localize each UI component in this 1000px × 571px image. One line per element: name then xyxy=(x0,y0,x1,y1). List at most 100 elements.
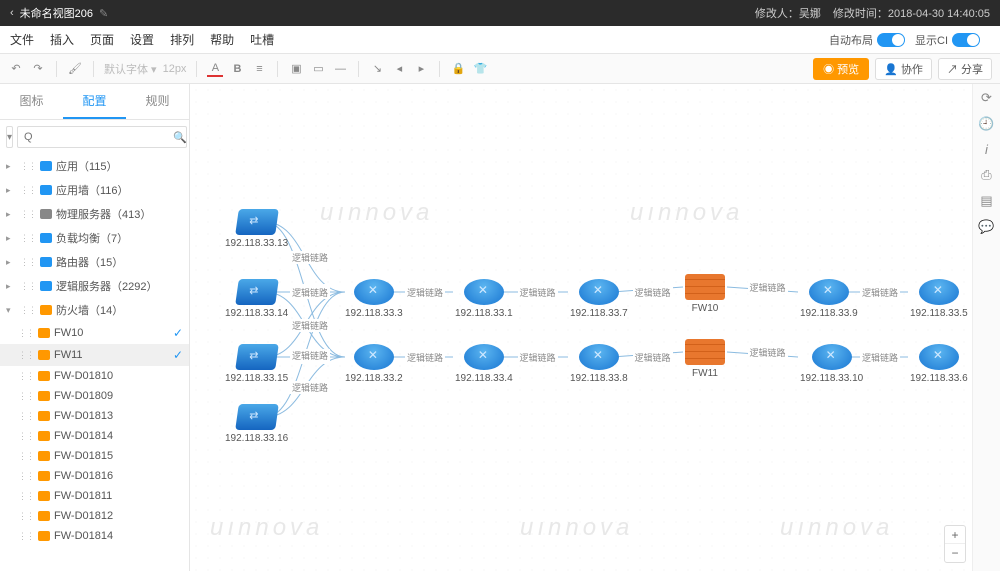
menu-page[interactable]: 页面 xyxy=(90,31,114,48)
filter-dropdown[interactable]: ▾ xyxy=(6,126,13,148)
link-label: 逻辑链路 xyxy=(633,286,673,299)
tree-child-item[interactable]: ⋮⋮FW-D01816 xyxy=(0,466,189,486)
fill-icon[interactable]: ▣ xyxy=(288,61,304,77)
back-icon[interactable]: ‹ xyxy=(10,7,14,19)
router-node[interactable]: 192.118.33.9 xyxy=(800,279,858,319)
menu-file[interactable]: 文件 xyxy=(10,31,34,48)
tab-rules[interactable]: 规则 xyxy=(126,84,189,119)
tree-child-item[interactable]: ⋮⋮FW10✓ xyxy=(0,322,189,344)
font-size[interactable]: 12px xyxy=(163,63,187,75)
node-label: 192.118.33.13 xyxy=(225,238,288,249)
paint-icon[interactable]: 🖌 xyxy=(67,61,83,77)
tree-item[interactable]: ▸⋮⋮应用（115） xyxy=(0,154,189,178)
firewall-node[interactable]: FW10 xyxy=(685,274,725,314)
menu-help[interactable]: 帮助 xyxy=(210,31,234,48)
switch-node[interactable]: 192.118.33.16 xyxy=(225,404,288,444)
router-node[interactable]: 192.118.33.1 xyxy=(455,279,513,319)
blue-device-icon xyxy=(40,257,52,267)
node-label: 192.118.33.3 xyxy=(345,308,403,319)
share-button[interactable]: ↗ 分享 xyxy=(938,58,992,80)
border-icon[interactable]: ▭ xyxy=(310,61,326,77)
tab-config[interactable]: 配置 xyxy=(63,84,126,119)
auto-layout-toggle[interactable] xyxy=(877,33,905,47)
zoom-control: + − xyxy=(944,525,966,563)
align-icon[interactable]: ≡ xyxy=(251,61,267,77)
zoom-out-button[interactable]: − xyxy=(945,544,965,562)
zoom-in-button[interactable]: + xyxy=(945,526,965,544)
search-icon[interactable]: 🔍 xyxy=(173,131,187,144)
text-color-icon[interactable]: A xyxy=(207,61,223,77)
search-input[interactable] xyxy=(17,126,187,148)
link-label: 逻辑链路 xyxy=(405,351,445,364)
link-label: 逻辑链路 xyxy=(290,286,330,299)
blue-device-icon xyxy=(40,233,52,243)
orange-device-icon xyxy=(40,305,52,315)
firewall-icon xyxy=(38,371,50,381)
edit-icon[interactable]: ✎ xyxy=(99,7,108,20)
router-node[interactable]: 192.118.33.5 xyxy=(910,279,968,319)
tree-child-item[interactable]: ⋮⋮FW-D01815 xyxy=(0,446,189,466)
lock-icon[interactable]: 🔒 xyxy=(450,61,466,77)
link-label: 逻辑链路 xyxy=(290,251,330,264)
tree-child-item[interactable]: ⋮⋮FW-D01812 xyxy=(0,506,189,526)
canvas[interactable]: uınnovauınnovauınnovauınnovauınnova192.1… xyxy=(190,84,972,571)
link-label: 逻辑链路 xyxy=(860,286,900,299)
router-node[interactable]: 192.118.33.6 xyxy=(910,344,968,384)
tree-item[interactable]: ▸⋮⋮应用墙（116） xyxy=(0,178,189,202)
tree-item[interactable]: ▸⋮⋮负载均衡（7） xyxy=(0,226,189,250)
switch-node[interactable]: 192.118.33.14 xyxy=(225,279,288,319)
link-label: 逻辑链路 xyxy=(290,381,330,394)
tree-item[interactable]: ▸⋮⋮物理服务器（413） xyxy=(0,202,189,226)
firewall-icon xyxy=(38,491,50,501)
bold-icon[interactable]: B xyxy=(229,61,245,77)
preview-button[interactable]: ◉ 预览 xyxy=(813,58,869,80)
router-node[interactable]: 192.118.33.3 xyxy=(345,279,403,319)
router-node[interactable]: 192.118.33.10 xyxy=(800,344,863,384)
router-node[interactable]: 192.118.33.2 xyxy=(345,344,403,384)
tree-child-item[interactable]: ⋮⋮FW-D01809 xyxy=(0,386,189,406)
tree-item[interactable]: ▸⋮⋮路由器（15） xyxy=(0,250,189,274)
tab-icons[interactable]: 图标 xyxy=(0,84,63,119)
show-ci-toggle[interactable] xyxy=(952,33,980,47)
info-icon[interactable]: i xyxy=(985,142,988,157)
arrow-end-icon[interactable]: ▸ xyxy=(413,61,429,77)
menu-insert[interactable]: 插入 xyxy=(50,31,74,48)
collab-button[interactable]: 👤 协作 xyxy=(875,58,932,80)
layers-icon[interactable]: ▤ xyxy=(980,193,992,209)
menu-settings[interactable]: 设置 xyxy=(130,31,154,48)
tree-child-item[interactable]: ⋮⋮FW-D01814 xyxy=(0,426,189,446)
refresh-icon[interactable]: ⟳ xyxy=(981,90,992,106)
tree-item[interactable]: ▸⋮⋮逻辑服务器（2292） xyxy=(0,274,189,298)
menu-arrange[interactable]: 排列 xyxy=(170,31,194,48)
connector-icon[interactable]: ↘ xyxy=(369,61,385,77)
tree-child-item[interactable]: ⋮⋮FW11✓ xyxy=(0,344,189,366)
undo-icon[interactable]: ↶ xyxy=(8,61,24,77)
switch-node[interactable]: 192.118.33.15 xyxy=(225,344,288,384)
comment-icon[interactable]: 💬 xyxy=(978,219,994,235)
blue-device-icon xyxy=(40,161,52,171)
tree-child-item[interactable]: ⋮⋮FW-D01814 xyxy=(0,526,189,546)
arrow-start-icon[interactable]: ◂ xyxy=(391,61,407,77)
redo-icon[interactable]: ↷ xyxy=(30,61,46,77)
menu-feedback[interactable]: 吐槽 xyxy=(250,31,274,48)
font-select[interactable]: 默认字体 ▾ xyxy=(104,61,157,77)
firewall-icon xyxy=(38,328,50,338)
tree-child-item[interactable]: ⋮⋮FW-D01813 xyxy=(0,406,189,426)
modifier-info: 修改人：吴娜 xyxy=(755,5,821,21)
tree-child-item[interactable]: ⋮⋮FW-D01810 xyxy=(0,366,189,386)
tree-item[interactable]: ▾⋮⋮防火墙（14） xyxy=(0,298,189,322)
node-label: 192.118.33.16 xyxy=(225,433,288,444)
router-node[interactable]: 192.118.33.8 xyxy=(570,344,628,384)
router-node[interactable]: 192.118.33.4 xyxy=(455,344,513,384)
clock-icon[interactable]: 🕘 xyxy=(978,116,994,132)
switch-node[interactable]: 192.118.33.13 xyxy=(225,209,288,249)
grey-device-icon xyxy=(40,209,52,219)
tree-child-item[interactable]: ⋮⋮FW-D01811 xyxy=(0,486,189,506)
link-label: 逻辑链路 xyxy=(290,319,330,332)
node-label: 192.118.33.8 xyxy=(570,373,628,384)
style-icon[interactable]: 👕 xyxy=(472,61,488,77)
router-node[interactable]: 192.118.33.7 xyxy=(570,279,628,319)
line-icon[interactable]: — xyxy=(332,61,348,77)
firewall-node[interactable]: FW11 xyxy=(685,339,725,379)
save-icon[interactable]: ⎙ xyxy=(981,167,991,183)
